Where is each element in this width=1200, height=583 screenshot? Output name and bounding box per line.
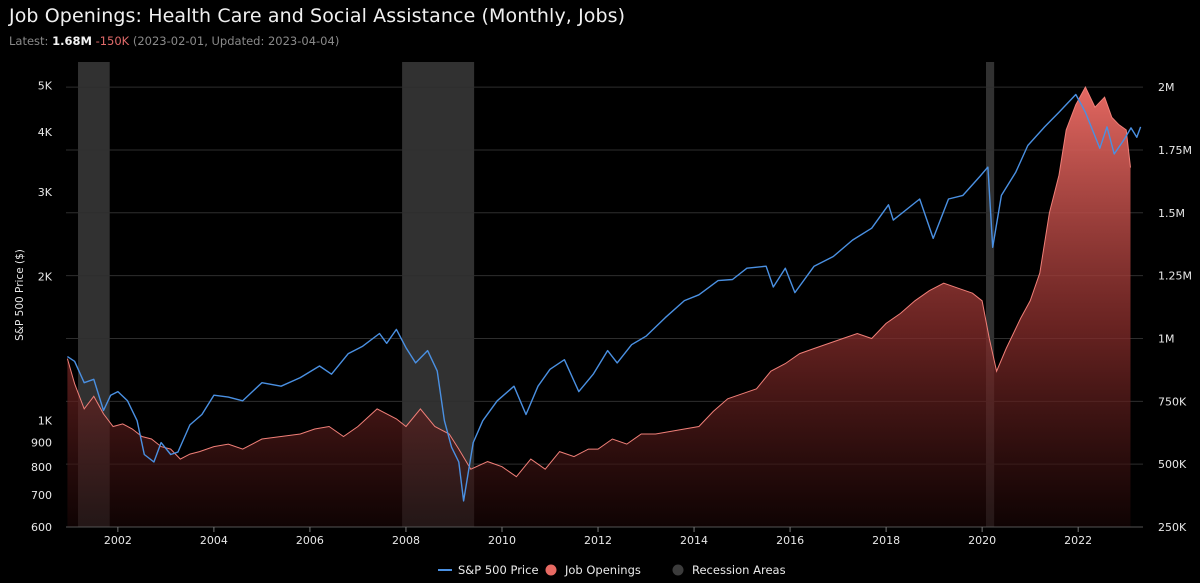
left-tick-label: 4K [38, 126, 53, 139]
legend-circle-marker [545, 564, 557, 576]
job-openings-series[interactable] [66, 86, 1131, 527]
left-tick-label: 800 [31, 461, 52, 474]
left-axis-title: S&P 500 Price ($) [14, 249, 26, 341]
legend-label: S&P 500 Price [458, 563, 539, 577]
left-tick-label: 600 [31, 521, 52, 534]
left-tick-label: 3K [38, 186, 53, 199]
legend-item[interactable]: S&P 500 Price [438, 563, 539, 577]
right-tick-label: 1.25M [1158, 270, 1192, 283]
legend-item[interactable]: Recession Areas [672, 563, 786, 577]
right-tick-label: 2M [1158, 81, 1175, 94]
right-tick-label: 250K [1158, 521, 1187, 534]
x-tick-label: 2008 [392, 534, 420, 547]
right-tick-label: 1.75M [1158, 144, 1192, 157]
left-tick-label: 900 [31, 437, 52, 450]
x-axis: 2002 2004 2006 2008 2010 2012 2014 2016 2018 2020… [66, 526, 1143, 547]
left-tick-label: 700 [31, 489, 52, 502]
legend[interactable]: S&P 500 Price Job Openings Recession Areas [438, 563, 786, 577]
right-tick-label: 1.5M [1158, 207, 1185, 220]
legend-circle-marker [672, 564, 684, 576]
chart-title: Job Openings: Health Care and Social Ass… [9, 5, 626, 27]
job-openings-area [67, 87, 1131, 527]
right-tick-label: 750K [1158, 395, 1187, 408]
x-tick-label: 2004 [200, 534, 228, 547]
latest-value: 1.68M [52, 34, 92, 48]
legend-label: Recession Areas [692, 563, 786, 577]
latest-prefix: Latest: [9, 34, 53, 48]
latest-change: -150K [95, 34, 130, 48]
recession-band [985, 62, 995, 527]
x-tick-label: 2012 [584, 534, 612, 547]
legend-label: Job Openings [564, 563, 641, 577]
x-tick-label: 2002 [104, 534, 132, 547]
right-tick-label: 1M [1158, 332, 1175, 345]
chart-subtitle: Latest: 1.68M -150K (2023-02-01, Updated… [9, 34, 339, 48]
latest-dates: (2023-02-01, Updated: 2023-04-04) [132, 34, 340, 48]
left-tick-label: 2K [38, 270, 53, 283]
x-tick-label: 2006 [296, 534, 324, 547]
legend-item[interactable]: Job Openings [545, 563, 641, 577]
job-openings-line [66, 86, 1131, 478]
x-tick-label: 2010 [488, 534, 516, 547]
x-tick-label: 2014 [680, 534, 708, 547]
right-y-axis: 250K 500K 750K 1M 1.25M 1.5M 1.75M 2M [1158, 81, 1192, 534]
x-tick-label: 2022 [1064, 534, 1092, 547]
x-tick-label: 2018 [872, 534, 900, 547]
x-tick-label: 2016 [776, 534, 804, 547]
x-tick-label: 2020 [968, 534, 996, 547]
right-tick-label: 500K [1158, 458, 1187, 471]
left-tick-label: 5K [38, 80, 53, 93]
left-tick-label: 1K [38, 415, 53, 428]
sp500-series[interactable] [67, 93, 1142, 502]
sp500-line [67, 93, 1142, 502]
left-y-axis: 600 700 800 900 1K 2K 3K 4K 5K [31, 80, 53, 534]
